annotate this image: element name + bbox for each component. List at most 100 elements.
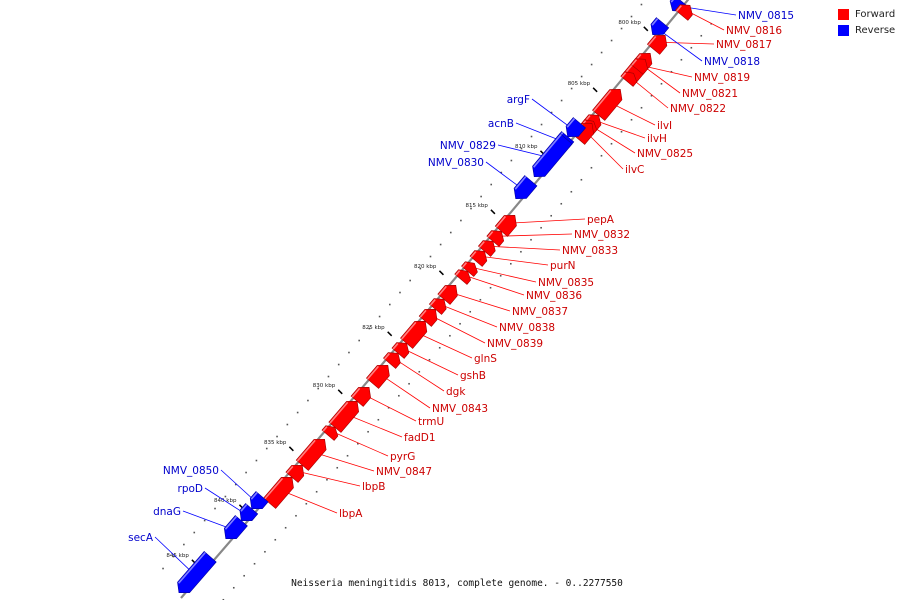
gene-label-acnb: acnB — [488, 118, 514, 130]
minor-dot-forward-side — [305, 502, 308, 505]
gene-nmv_0836 — [454, 269, 472, 285]
gene-label-argf: argF — [507, 94, 530, 106]
minor-dot-reverse-side — [500, 171, 503, 174]
gene-label-nmv_0816: NMV_0816 — [726, 25, 782, 37]
gene-rpod — [239, 503, 259, 522]
minor-dot-forward-side — [326, 478, 328, 481]
minor-dot-reverse-side — [255, 459, 258, 462]
leader-pepa — [508, 218, 586, 224]
gene-label-nmv_0850: NMV_0850 — [163, 465, 219, 477]
minor-dot-forward-side — [540, 226, 542, 229]
gene-label-fadd1: fadD1 — [404, 432, 436, 444]
gene-body — [620, 71, 638, 87]
minor-dot-reverse-side — [510, 159, 513, 162]
leader-nmv_0847 — [313, 451, 375, 472]
minor-dot-forward-side — [222, 598, 225, 600]
leader-nmv_0835 — [470, 266, 537, 283]
minor-dot-forward-side — [499, 274, 502, 277]
gene-nmv_0816 — [675, 4, 693, 21]
gene-highlight — [224, 515, 238, 530]
minor-dot-forward-side — [377, 418, 380, 421]
minor-dot-reverse-side — [630, 15, 633, 18]
gene-body — [328, 400, 359, 433]
forward-swatch — [838, 9, 849, 20]
gene-nmv_0821 — [630, 58, 648, 75]
leader-argf — [531, 98, 574, 131]
minor-dot-forward-side — [610, 142, 613, 145]
gene-highlight — [401, 321, 417, 340]
gene-label-nmv_0838: NMV_0838 — [499, 322, 555, 334]
legend-reverse: Reverse — [838, 25, 895, 36]
minor-dot-forward-side — [560, 202, 563, 205]
minor-dot-reverse-side — [399, 291, 401, 294]
minor-dot-forward-side — [670, 70, 673, 73]
minor-dot-forward-side — [620, 130, 623, 133]
scale-tick-label: 825 kbp — [362, 325, 385, 331]
gene-body — [592, 88, 623, 121]
gene-highlight — [462, 262, 467, 268]
minor-dot-forward-side — [580, 178, 583, 181]
leader-lbpb — [297, 470, 361, 487]
gene-label-nmv_0815: NMV_0815 — [738, 10, 794, 22]
gene-label-seca: secA — [128, 532, 154, 544]
minor-dot-reverse-side — [214, 507, 216, 510]
minor-dot-reverse-side — [183, 543, 185, 546]
gene-nmv_0847 — [295, 438, 327, 471]
leader-lbpa — [280, 489, 338, 514]
gene-body — [454, 269, 472, 285]
gene-nmv_0822 — [620, 71, 638, 87]
leader-nmv_0836 — [464, 274, 525, 296]
gene-highlight — [670, 0, 677, 3]
minor-dot-forward-side — [253, 562, 256, 565]
gene-label-trmu: trmU — [418, 416, 444, 428]
gene-body — [321, 425, 339, 441]
minor-dot-reverse-side — [286, 423, 289, 426]
gene-highlight — [286, 465, 294, 474]
leader-glns — [415, 331, 473, 359]
minor-dot-forward-side — [630, 118, 633, 121]
gene-highlight — [533, 134, 562, 168]
gene-body — [223, 515, 248, 540]
gene-highlight — [419, 309, 427, 318]
gene-nmv_0818 — [650, 17, 670, 36]
gene-highlight — [487, 231, 494, 238]
gene-label-nmv_0819: NMV_0819 — [694, 72, 750, 84]
gene-highlight — [621, 72, 627, 78]
minor-dot-forward-side — [387, 406, 390, 409]
gene-nmv_0832 — [486, 230, 505, 247]
minor-dot-forward-side — [438, 346, 441, 349]
gene-label-purn: purN — [550, 260, 576, 272]
gene-highlight — [514, 176, 527, 190]
gene-body — [532, 133, 573, 178]
gene-label-nmv_0832: NMV_0832 — [574, 229, 630, 241]
gene-pepa — [494, 214, 517, 237]
minor-dot-forward-side — [428, 358, 431, 361]
gene-highlight — [178, 551, 206, 584]
minor-dot-reverse-side — [460, 219, 462, 222]
scale-tick — [337, 389, 343, 395]
scale-tick-label: 815 kbp — [465, 203, 488, 209]
minor-dot-forward-side — [367, 430, 369, 433]
gene-glns — [400, 320, 428, 349]
minor-dot-forward-side — [315, 490, 318, 493]
minor-dot-reverse-side — [470, 207, 472, 210]
minor-dot-reverse-side — [530, 135, 533, 138]
minor-dot-reverse-side — [276, 435, 278, 438]
gene-argf — [565, 117, 586, 138]
gene-body — [513, 175, 538, 200]
legend-forward: Forward — [838, 9, 895, 20]
gene-label-dnag: dnaG — [153, 506, 181, 518]
minor-dot-forward-side — [700, 34, 703, 37]
gene-dnag — [223, 515, 248, 540]
gene-nmv_0829 — [532, 133, 573, 178]
gene-highlight — [470, 251, 477, 258]
leader-dnag — [182, 510, 234, 531]
gene-label-glns: glnS — [474, 353, 497, 365]
minor-dot-reverse-side — [224, 495, 227, 498]
gene-highlight — [366, 365, 379, 380]
minor-dot-forward-side — [640, 106, 643, 109]
minor-dot-reverse-side — [540, 123, 543, 126]
gene-nmv_0817 — [646, 34, 668, 55]
gene-fadd1 — [328, 400, 359, 433]
gene-ilvi — [592, 88, 623, 121]
